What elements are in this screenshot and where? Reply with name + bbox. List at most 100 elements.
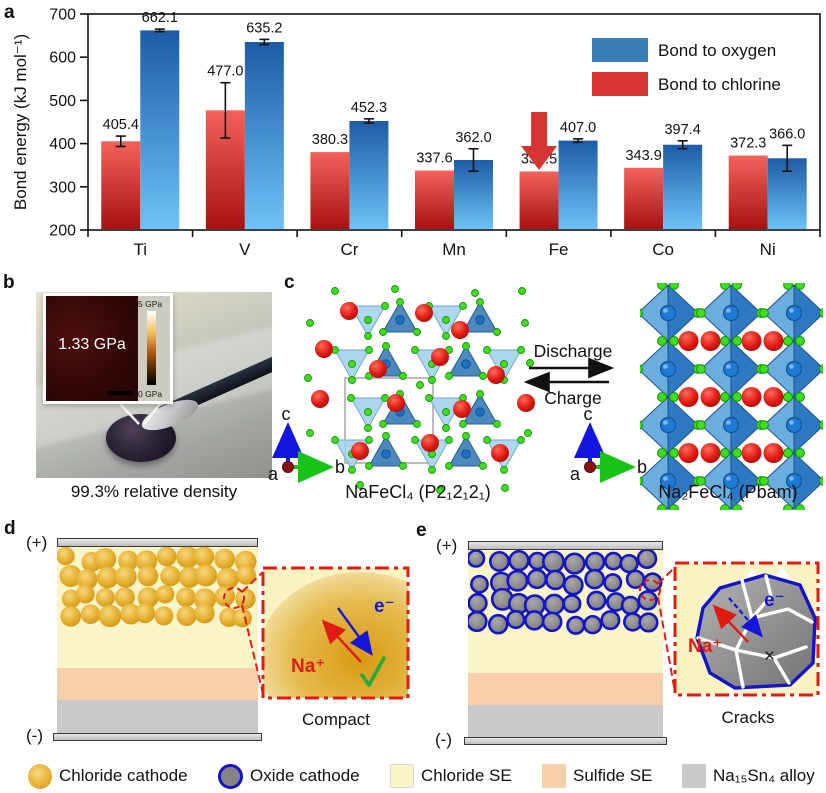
legend-label: Oxide cathode <box>250 766 360 785</box>
oxide-cathode-particles <box>468 550 663 635</box>
left-structure-caption: NaFeCl₄ (P2₁2₁2₁) <box>345 482 491 502</box>
panel-e-bottom-electrode <box>464 737 667 745</box>
na-ion-label-d: Na⁺ <box>291 656 325 677</box>
compact-caption: Compact <box>301 710 371 729</box>
chloride-se-swatch-icon <box>390 764 414 788</box>
svg-text:Cr: Cr <box>340 240 358 259</box>
discharge-label: Discharge <box>534 341 613 361</box>
panel-e-positive-terminal: (+) <box>436 536 458 555</box>
svg-text:Mn: Mn <box>442 240 466 259</box>
svg-text:362.0: 362.0 <box>455 130 491 146</box>
svg-text:600: 600 <box>49 50 76 67</box>
panel-e-negative-terminal: (-) <box>435 730 452 749</box>
legend-text-chlorine: Bond to chlorine <box>658 75 781 94</box>
axis-triad-right-icon: c b a <box>570 404 647 484</box>
chart-svg: 200 300 400 500 600 700 Bond energy (kJ mol⁻¹)… <box>11 7 821 259</box>
bar-cr-oxygen <box>349 121 389 229</box>
bar-fe-chlorine <box>519 171 559 229</box>
colorbar-max-label: 5 GPa <box>138 299 163 309</box>
svg-text:337.6: 337.6 <box>416 151 452 167</box>
electron-label-e: e⁻ <box>764 590 785 611</box>
svg-text:500: 500 <box>49 93 76 110</box>
bar-mn-chlorine <box>415 170 454 229</box>
svg-text:a: a <box>268 464 279 484</box>
legend-item-oxide-cathode: Oxide cathode <box>218 762 360 790</box>
svg-text:b: b <box>637 457 647 477</box>
colorbar <box>147 311 156 385</box>
legend-label: Na₁₅Sn₄ alloy <box>713 766 815 785</box>
svg-text:366.0: 366.0 <box>769 126 805 142</box>
legend-item-alloy: Na₁₅Sn₄ alloy <box>682 762 815 790</box>
right-structure-caption: Na₂FeCl₄ (Pbam) <box>658 482 798 502</box>
svg-text:397.4: 397.4 <box>664 122 700 138</box>
svg-text:a: a <box>570 464 581 484</box>
sulfide-se-swatch-icon <box>542 764 566 788</box>
electron-label-d: e⁻ <box>374 596 395 617</box>
panel-d-alloy-layer <box>57 700 258 733</box>
cross-icon: × <box>764 646 775 667</box>
na2fecl4-structure <box>640 283 823 510</box>
svg-text:343.9: 343.9 <box>625 148 661 164</box>
panel-d-positive-terminal: (+) <box>26 533 48 552</box>
svg-text:c: c <box>584 404 593 424</box>
oxide-cathode-swatch-icon <box>218 763 243 789</box>
panel-e-letter: e <box>416 520 427 541</box>
cracks-caption: Cracks <box>721 708 775 727</box>
svg-text:477.0: 477.0 <box>207 64 243 80</box>
svg-text:200: 200 <box>49 223 76 240</box>
svg-text:Co: Co <box>652 240 674 259</box>
panel-e-top-electrode <box>468 541 663 550</box>
panel-e-alloy-layer <box>468 705 663 737</box>
scale-bar <box>108 391 132 395</box>
bar-co-oxygen <box>663 144 703 229</box>
legend-item-chloride-se: Chloride SE <box>390 762 512 790</box>
panel-a-letter: a <box>4 2 15 23</box>
legend-label: Chloride SE <box>421 766 512 785</box>
panel-e-sulfide-se-layer <box>468 673 663 705</box>
pellet-photo: 1.33 GPa 5 GPa 0 GPa <box>36 292 272 478</box>
alloy-swatch-icon <box>682 764 706 788</box>
svg-text:452.3: 452.3 <box>351 100 387 116</box>
legend-swatch-chlorine <box>592 72 648 96</box>
panel-c-letter: c <box>284 272 295 293</box>
svg-text:300: 300 <box>49 179 76 196</box>
chloride-cathode-particles <box>57 547 257 628</box>
axis-triad-left-icon: c b a <box>268 404 345 484</box>
modulus-value: 1.33 GPa <box>58 336 126 353</box>
panel-b-letter: b <box>3 272 15 293</box>
svg-text:405.4: 405.4 <box>103 117 139 133</box>
bar-ti-chlorine <box>101 141 141 229</box>
bar-ni-chlorine <box>728 155 768 229</box>
panel-d-letter: d <box>4 518 16 539</box>
svg-text:662.1: 662.1 <box>142 10 178 26</box>
bond-energy-bar-chart: 200 300 400 500 600 700 Bond energy (kJ mol⁻¹)… <box>0 0 826 264</box>
svg-text:V: V <box>239 240 251 259</box>
svg-text:400: 400 <box>49 136 76 153</box>
legend-swatch-oxygen <box>592 38 648 62</box>
bar-fe-oxygen <box>558 140 598 229</box>
svg-text:Ti: Ti <box>134 240 148 259</box>
bar-cr-chlorine <box>310 152 350 229</box>
panel-d-bottom-electrode <box>53 733 262 741</box>
zoom-insets-overlay: Na⁺ e⁻ Na⁺ e⁻ × <box>223 561 824 700</box>
nafecl4-structure <box>304 285 535 494</box>
svg-text:c: c <box>282 404 291 424</box>
afm-modulus-inset: 1.33 GPa 5 GPa 0 GPa <box>43 293 173 404</box>
legend-item-chloride-cathode: Chloride cathode <box>28 762 188 790</box>
checkmark-icon <box>360 656 386 687</box>
legend-text-oxygen: Bond to oxygen <box>658 41 776 60</box>
svg-text:Ni: Ni <box>760 240 776 259</box>
panel-d-sulfide-se-layer <box>57 668 258 700</box>
red-down-arrow-icon <box>521 112 558 170</box>
discharge-charge-arrows-icon: Discharge Charge <box>523 341 615 408</box>
svg-text:700: 700 <box>49 7 76 24</box>
colorbar-min-label: 0 GPa <box>138 389 163 399</box>
legend-item-sulfide-se: Sulfide SE <box>542 762 652 790</box>
svg-text:Bond energy (kJ mol⁻¹): Bond energy (kJ mol⁻¹) <box>11 34 30 210</box>
bar-co-chlorine <box>624 167 664 229</box>
na-ion-label-e: Na⁺ <box>688 636 722 657</box>
bar-v-oxygen <box>244 41 284 230</box>
panel-d-top-electrode <box>57 538 258 547</box>
bar-ti-oxygen <box>140 30 180 229</box>
